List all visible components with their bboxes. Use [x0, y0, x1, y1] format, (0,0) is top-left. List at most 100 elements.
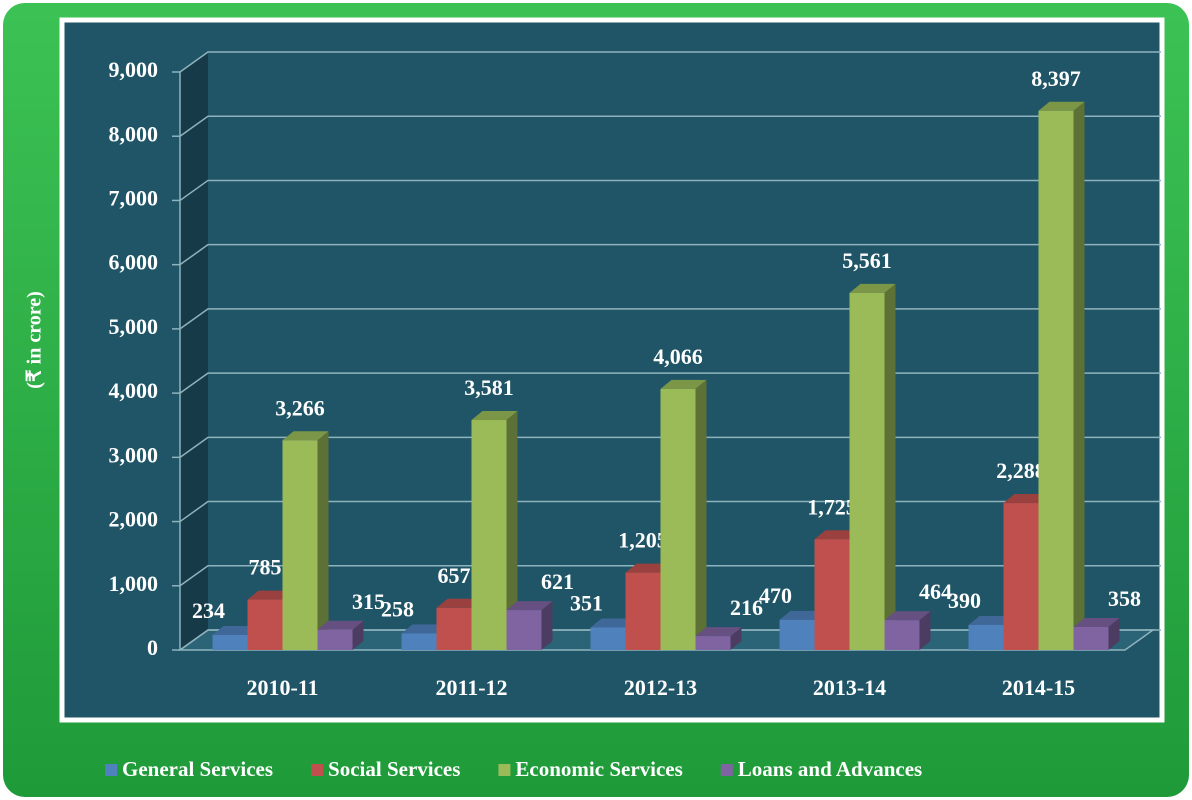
value-label: 1,725: [807, 494, 857, 519]
grid-line: [179, 308, 1161, 330]
bar-side: [884, 283, 896, 650]
x-tick-label: 2013-14: [813, 675, 886, 700]
bar-side: [730, 627, 742, 650]
bar-top: [436, 598, 483, 608]
bar-side: [506, 411, 518, 650]
legend-marker: [720, 764, 733, 776]
value-label: 470: [759, 583, 792, 608]
bar-side: [317, 431, 329, 650]
bar: [884, 620, 920, 650]
bar-top: [849, 283, 896, 293]
bar-side: [352, 620, 364, 650]
value-label: 8,397: [1031, 66, 1081, 91]
legend-marker: [105, 764, 117, 776]
bar: [1003, 503, 1039, 650]
value-label: 2,288: [996, 458, 1046, 483]
grid-line: [179, 179, 1161, 202]
grid-line: [179, 243, 1161, 266]
bar-top: [779, 610, 826, 620]
bar-top: [247, 590, 294, 600]
bar-top: [884, 611, 931, 621]
bar-top: [814, 530, 861, 540]
bar-side: [1108, 618, 1120, 650]
grid-line: [179, 115, 1161, 137]
value-label: 258: [381, 596, 414, 621]
plot-area: [59, 17, 1165, 723]
x-tick-label: 2010-11: [246, 675, 318, 700]
y-tick-label: 6,000: [109, 250, 159, 275]
bar: [506, 610, 542, 650]
legend-marker: [498, 764, 511, 776]
y-tick-label: 5,000: [109, 314, 159, 339]
bar-top: [506, 601, 553, 611]
value-label: 351: [570, 591, 603, 616]
bar: [590, 627, 626, 650]
bar-top: [471, 411, 518, 421]
value-label: 5,561: [842, 248, 892, 273]
y-axis-label: (₹ in crore): [24, 291, 46, 389]
bar-top: [212, 625, 259, 635]
value-label: 358: [1108, 586, 1141, 611]
bar-top: [625, 563, 672, 573]
bar-top: [1038, 101, 1085, 111]
x-tick-label: 2011-12: [435, 675, 507, 700]
bar-top: [282, 431, 329, 441]
bar-side: [541, 601, 553, 650]
bar: [401, 633, 437, 650]
y-tick-label: 9,000: [109, 57, 159, 82]
y-tick-label: 0: [147, 635, 158, 660]
value-label: 315: [352, 589, 385, 614]
y-tick-label: 3,000: [109, 442, 159, 467]
bar: [436, 607, 472, 650]
value-label: 4,066: [653, 344, 703, 369]
bar-top: [590, 618, 637, 628]
bar-side: [1073, 101, 1085, 650]
y-tick-label: 7,000: [109, 185, 159, 210]
bar: [660, 388, 696, 650]
bar-top: [968, 615, 1015, 625]
value-label: 3,266: [275, 395, 325, 420]
bar: [849, 292, 885, 650]
value-label: 3,581: [464, 375, 514, 400]
y-tick-label: 1,000: [109, 571, 159, 596]
value-label: 657: [438, 563, 471, 588]
grid-line: [179, 372, 1161, 394]
bar-side: [919, 611, 931, 650]
value-label: 621: [541, 569, 574, 594]
value-label: 464: [919, 579, 952, 604]
y-tick-label: 4,000: [109, 378, 159, 403]
bar: [779, 619, 815, 650]
legend-label: Economic Services: [515, 757, 682, 781]
grid-line: [179, 51, 1161, 73]
bar: [212, 634, 248, 650]
bar-top: [317, 620, 364, 630]
bar: [625, 572, 661, 650]
bar: [282, 440, 318, 650]
left-wall: [180, 52, 208, 650]
bar: [1073, 627, 1109, 650]
legend-marker: [311, 764, 324, 776]
value-label: 785: [249, 555, 282, 580]
y-tick-label: 2,000: [109, 507, 159, 532]
value-label: 216: [730, 595, 763, 620]
legend-label: Loans and Advances: [738, 757, 922, 781]
bar-top: [401, 624, 448, 634]
bar: [317, 629, 353, 650]
grid-line: [179, 500, 1161, 523]
bar: [695, 636, 731, 650]
bar-top: [1003, 494, 1050, 504]
grid-line: [179, 436, 1161, 458]
x-tick-label: 2012-13: [624, 675, 697, 700]
bar-top: [695, 627, 742, 637]
legend-label: Social Services: [328, 757, 460, 781]
bar-top: [660, 379, 707, 389]
y-tick-label: 8,000: [109, 121, 159, 146]
value-label: 390: [948, 588, 981, 613]
bar: [968, 624, 1004, 650]
bar-side: [695, 379, 707, 650]
bar-top: [1073, 618, 1120, 628]
bar: [814, 539, 850, 650]
legend-label: General Services: [122, 757, 273, 781]
